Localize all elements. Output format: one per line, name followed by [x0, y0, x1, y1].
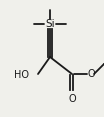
Text: O: O: [87, 69, 95, 79]
Text: Si: Si: [45, 19, 55, 29]
Text: O: O: [68, 94, 76, 104]
Text: HO: HO: [14, 70, 29, 80]
